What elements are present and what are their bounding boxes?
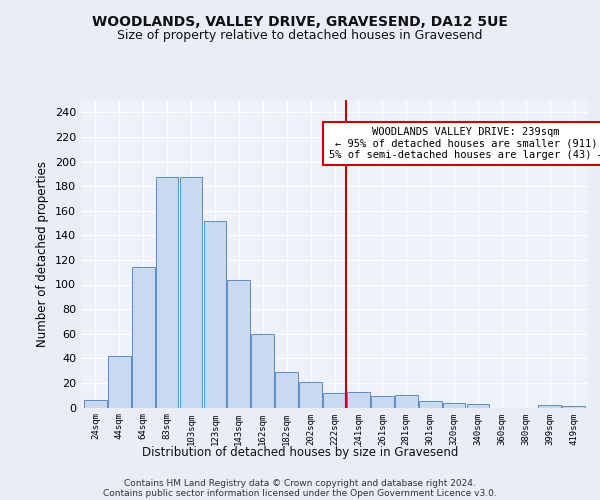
Bar [443, 402, 466, 407]
Text: Size of property relative to detached houses in Gravesend: Size of property relative to detached ho… [117, 29, 483, 42]
Bar [371, 396, 394, 407]
Bar [395, 395, 418, 407]
Text: WOODLANDS, VALLEY DRIVE, GRAVESEND, DA12 5UE: WOODLANDS, VALLEY DRIVE, GRAVESEND, DA12… [92, 15, 508, 29]
Bar [179, 178, 202, 408]
Bar [562, 406, 585, 408]
Bar [299, 382, 322, 407]
Bar [538, 405, 561, 407]
Bar [419, 402, 442, 407]
Text: WOODLANDS VALLEY DRIVE: 239sqm
← 95% of detached houses are smaller (911)
5% of : WOODLANDS VALLEY DRIVE: 239sqm ← 95% of … [329, 127, 600, 160]
Bar [467, 404, 490, 407]
Bar [108, 356, 131, 408]
Bar [323, 392, 346, 407]
Text: Contains HM Land Registry data © Crown copyright and database right 2024.
Contai: Contains HM Land Registry data © Crown c… [103, 479, 497, 498]
Y-axis label: Number of detached properties: Number of detached properties [37, 161, 49, 347]
Bar [84, 400, 107, 407]
Text: Distribution of detached houses by size in Gravesend: Distribution of detached houses by size … [142, 446, 458, 459]
Bar [227, 280, 250, 407]
Bar [156, 178, 178, 408]
Bar [132, 268, 155, 408]
Bar [347, 392, 370, 407]
Bar [203, 220, 226, 408]
Bar [275, 372, 298, 408]
Bar [251, 334, 274, 407]
